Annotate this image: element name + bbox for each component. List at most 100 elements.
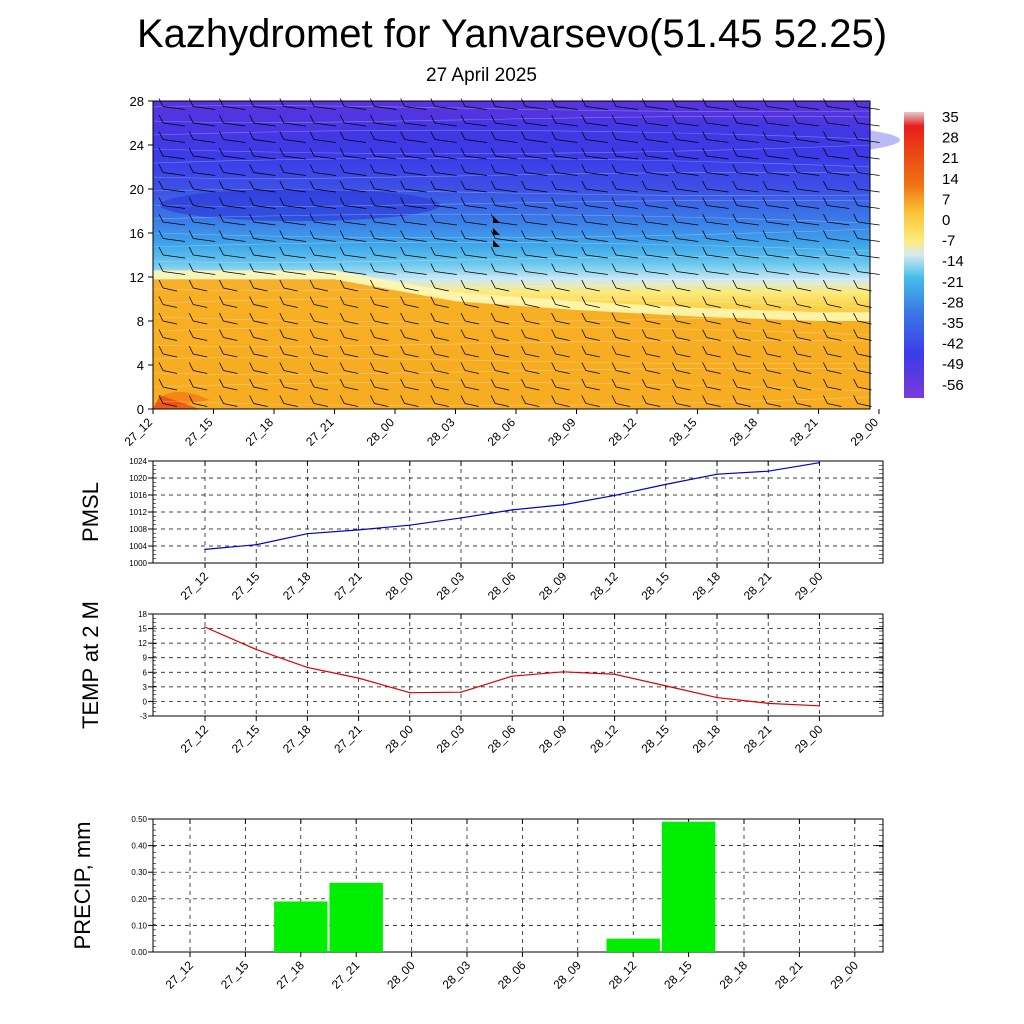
wind-barb xyxy=(615,271,639,275)
wind-barb xyxy=(223,238,246,242)
wind-barb-feather xyxy=(279,279,285,289)
wind-barb-feather xyxy=(641,296,647,305)
heatmap-frame xyxy=(152,100,871,410)
wind-barb-feather xyxy=(611,230,617,239)
wind-barb-feather xyxy=(188,164,194,173)
wind-barb xyxy=(525,370,540,374)
data-point xyxy=(204,548,206,551)
x-tick-label: 28_09 xyxy=(536,722,570,756)
wind-barb-feather xyxy=(611,131,617,140)
wind-barb-feather xyxy=(792,362,798,371)
wind-barb-feather xyxy=(853,180,858,190)
wind-barb xyxy=(313,370,329,374)
wind-barb xyxy=(585,337,600,341)
wind-barb xyxy=(223,221,246,226)
wind-barb xyxy=(555,304,570,308)
wind-barb xyxy=(706,238,729,242)
wind-barb xyxy=(797,304,812,308)
wind-barb xyxy=(344,172,367,176)
wind-barb xyxy=(434,353,449,358)
wind-barb xyxy=(615,106,639,110)
data-point xyxy=(460,517,462,519)
wind-barb xyxy=(706,254,729,259)
wind-barb xyxy=(525,122,548,127)
wind-barb-feather xyxy=(762,230,768,239)
x-tick-label: 28_12 xyxy=(606,958,640,992)
wind-barb xyxy=(495,304,510,308)
data-point xyxy=(613,494,616,497)
y-tick-label: 0.50 xyxy=(131,815,147,824)
wind-barb-feather xyxy=(158,378,164,388)
wind-barb-feather xyxy=(158,329,164,338)
wind-barb-feather xyxy=(823,98,828,107)
wind-barb-feather xyxy=(460,213,466,223)
wind-barb xyxy=(615,370,631,374)
wind-barb-feather xyxy=(672,395,677,404)
y-tick-label: 12 xyxy=(130,270,144,285)
wind-barb xyxy=(253,188,276,193)
wind-barb xyxy=(797,122,820,127)
wind-barb xyxy=(162,304,178,308)
contour-line xyxy=(152,297,871,308)
wind-barb xyxy=(162,155,186,160)
wind-barb-feather xyxy=(521,197,526,206)
wind-barb-feather xyxy=(641,131,647,140)
wind-barb-feather xyxy=(490,362,496,371)
wind-barb xyxy=(827,353,842,358)
wind-barb-feather xyxy=(551,329,556,338)
wind-barb-feather xyxy=(762,147,768,157)
wind-barb xyxy=(404,155,427,160)
wind-barb-feather xyxy=(279,197,285,206)
wind-barb xyxy=(646,221,669,226)
x-tick-label: 27_18 xyxy=(243,415,277,449)
y-tick-label: 0.10 xyxy=(131,921,147,930)
wind-barb-feather xyxy=(853,98,858,107)
wind-barb xyxy=(253,172,276,176)
x-tick-label: 28_09 xyxy=(536,569,570,603)
wind-barb-feather xyxy=(611,312,617,322)
wind-barb xyxy=(857,370,872,374)
wind-barb xyxy=(464,172,488,176)
wind-barb xyxy=(736,205,759,209)
y-tick-label: 6 xyxy=(143,668,148,677)
wind-barb xyxy=(736,370,751,374)
wind-barb xyxy=(585,304,600,308)
wind-barb xyxy=(464,271,488,275)
wind-barb xyxy=(615,155,639,160)
wind-barb xyxy=(797,139,820,143)
contour-line xyxy=(152,325,871,336)
wind-barb-feather xyxy=(823,147,828,157)
wind-barb xyxy=(615,287,631,292)
wind-barb xyxy=(857,172,880,176)
wind-barb xyxy=(827,320,842,325)
wind-barb-feather xyxy=(430,180,436,190)
wind-barb-feather xyxy=(158,180,164,190)
wind-barb-feather xyxy=(762,329,768,338)
x-tick-label: 28_21 xyxy=(772,958,806,992)
wind-barb-feather xyxy=(762,395,768,404)
cold-lobe xyxy=(160,189,440,221)
wind-barb xyxy=(736,271,759,275)
wind-barb-feather xyxy=(339,362,345,371)
wind-barb xyxy=(495,122,518,127)
wind-barb-feather xyxy=(732,131,738,140)
wind-barb-feather xyxy=(641,164,647,173)
x-tick-label: 28_21 xyxy=(741,569,775,603)
wind-barb-feather xyxy=(430,329,436,338)
wind-barb xyxy=(313,106,337,110)
wind-barb-feather xyxy=(158,147,164,157)
wind-barb xyxy=(162,139,186,143)
x-tick-label: 28_00 xyxy=(382,569,416,603)
wind-barb-feather xyxy=(490,114,496,124)
wind-barb-feather xyxy=(551,114,556,124)
wind-barb-feather xyxy=(611,213,617,223)
wind-barb-feather xyxy=(551,312,556,322)
wind-barb-feather xyxy=(823,213,828,223)
wind-barb xyxy=(313,221,337,226)
wind-barb xyxy=(313,254,337,259)
x-tick-label: 28_00 xyxy=(364,415,398,449)
x-tick-label: 27_15 xyxy=(229,722,263,756)
wind-barb-feather xyxy=(460,378,466,388)
wind-barb xyxy=(827,403,842,407)
wind-barb-feather xyxy=(762,164,768,173)
